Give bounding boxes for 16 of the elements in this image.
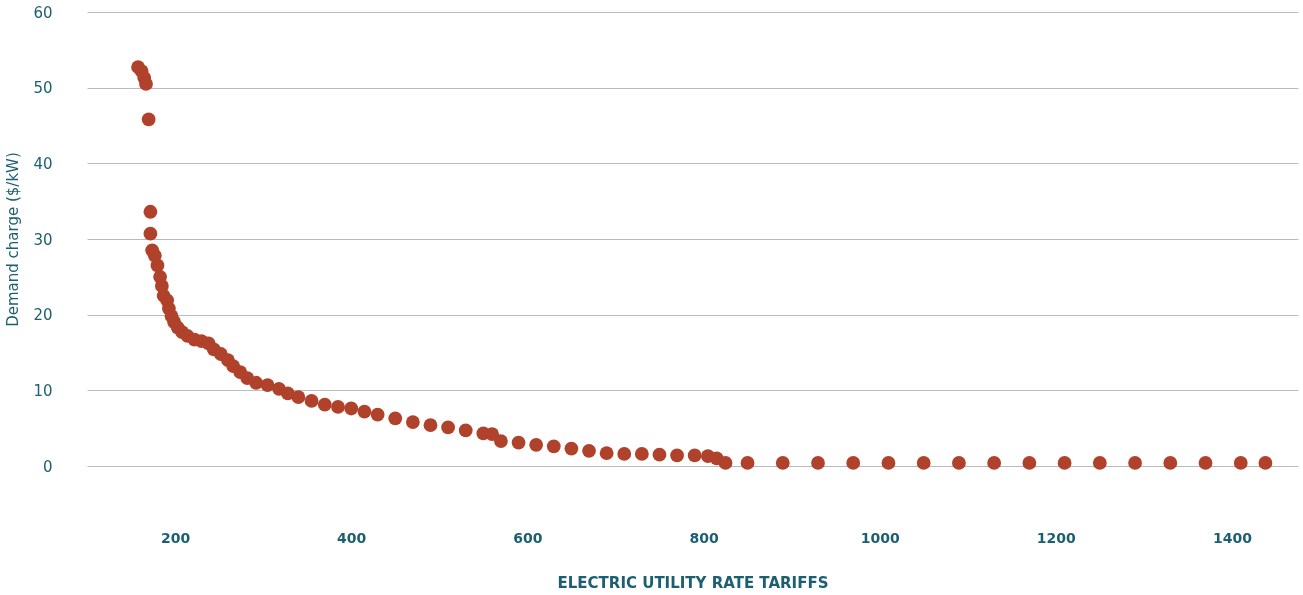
x-tick-label: 800 — [689, 529, 719, 546]
x-axis-title: ELECTRIC UTILITY RATE TARIFFS — [557, 573, 829, 592]
x-tick-label: 200 — [160, 529, 191, 546]
x-tick-label: 1200 — [1036, 529, 1077, 546]
y-axis-title: Demand charge ($/kW) — [4, 152, 23, 327]
x-tick-label: 600 — [513, 529, 543, 546]
y-tick-label: 0 — [42, 457, 53, 476]
y-tick-label: 60 — [33, 3, 53, 22]
y-tick-label: 20 — [33, 306, 53, 325]
y-tick-label: 40 — [33, 154, 53, 173]
y-tick-label: 10 — [33, 381, 53, 400]
x-tick-label: 1400 — [1212, 529, 1253, 546]
y-tick-label: 50 — [33, 79, 53, 98]
x-tick-label: 1000 — [860, 529, 900, 546]
x-tick-label: 400 — [337, 529, 367, 546]
y-tick-label: 30 — [33, 230, 53, 249]
